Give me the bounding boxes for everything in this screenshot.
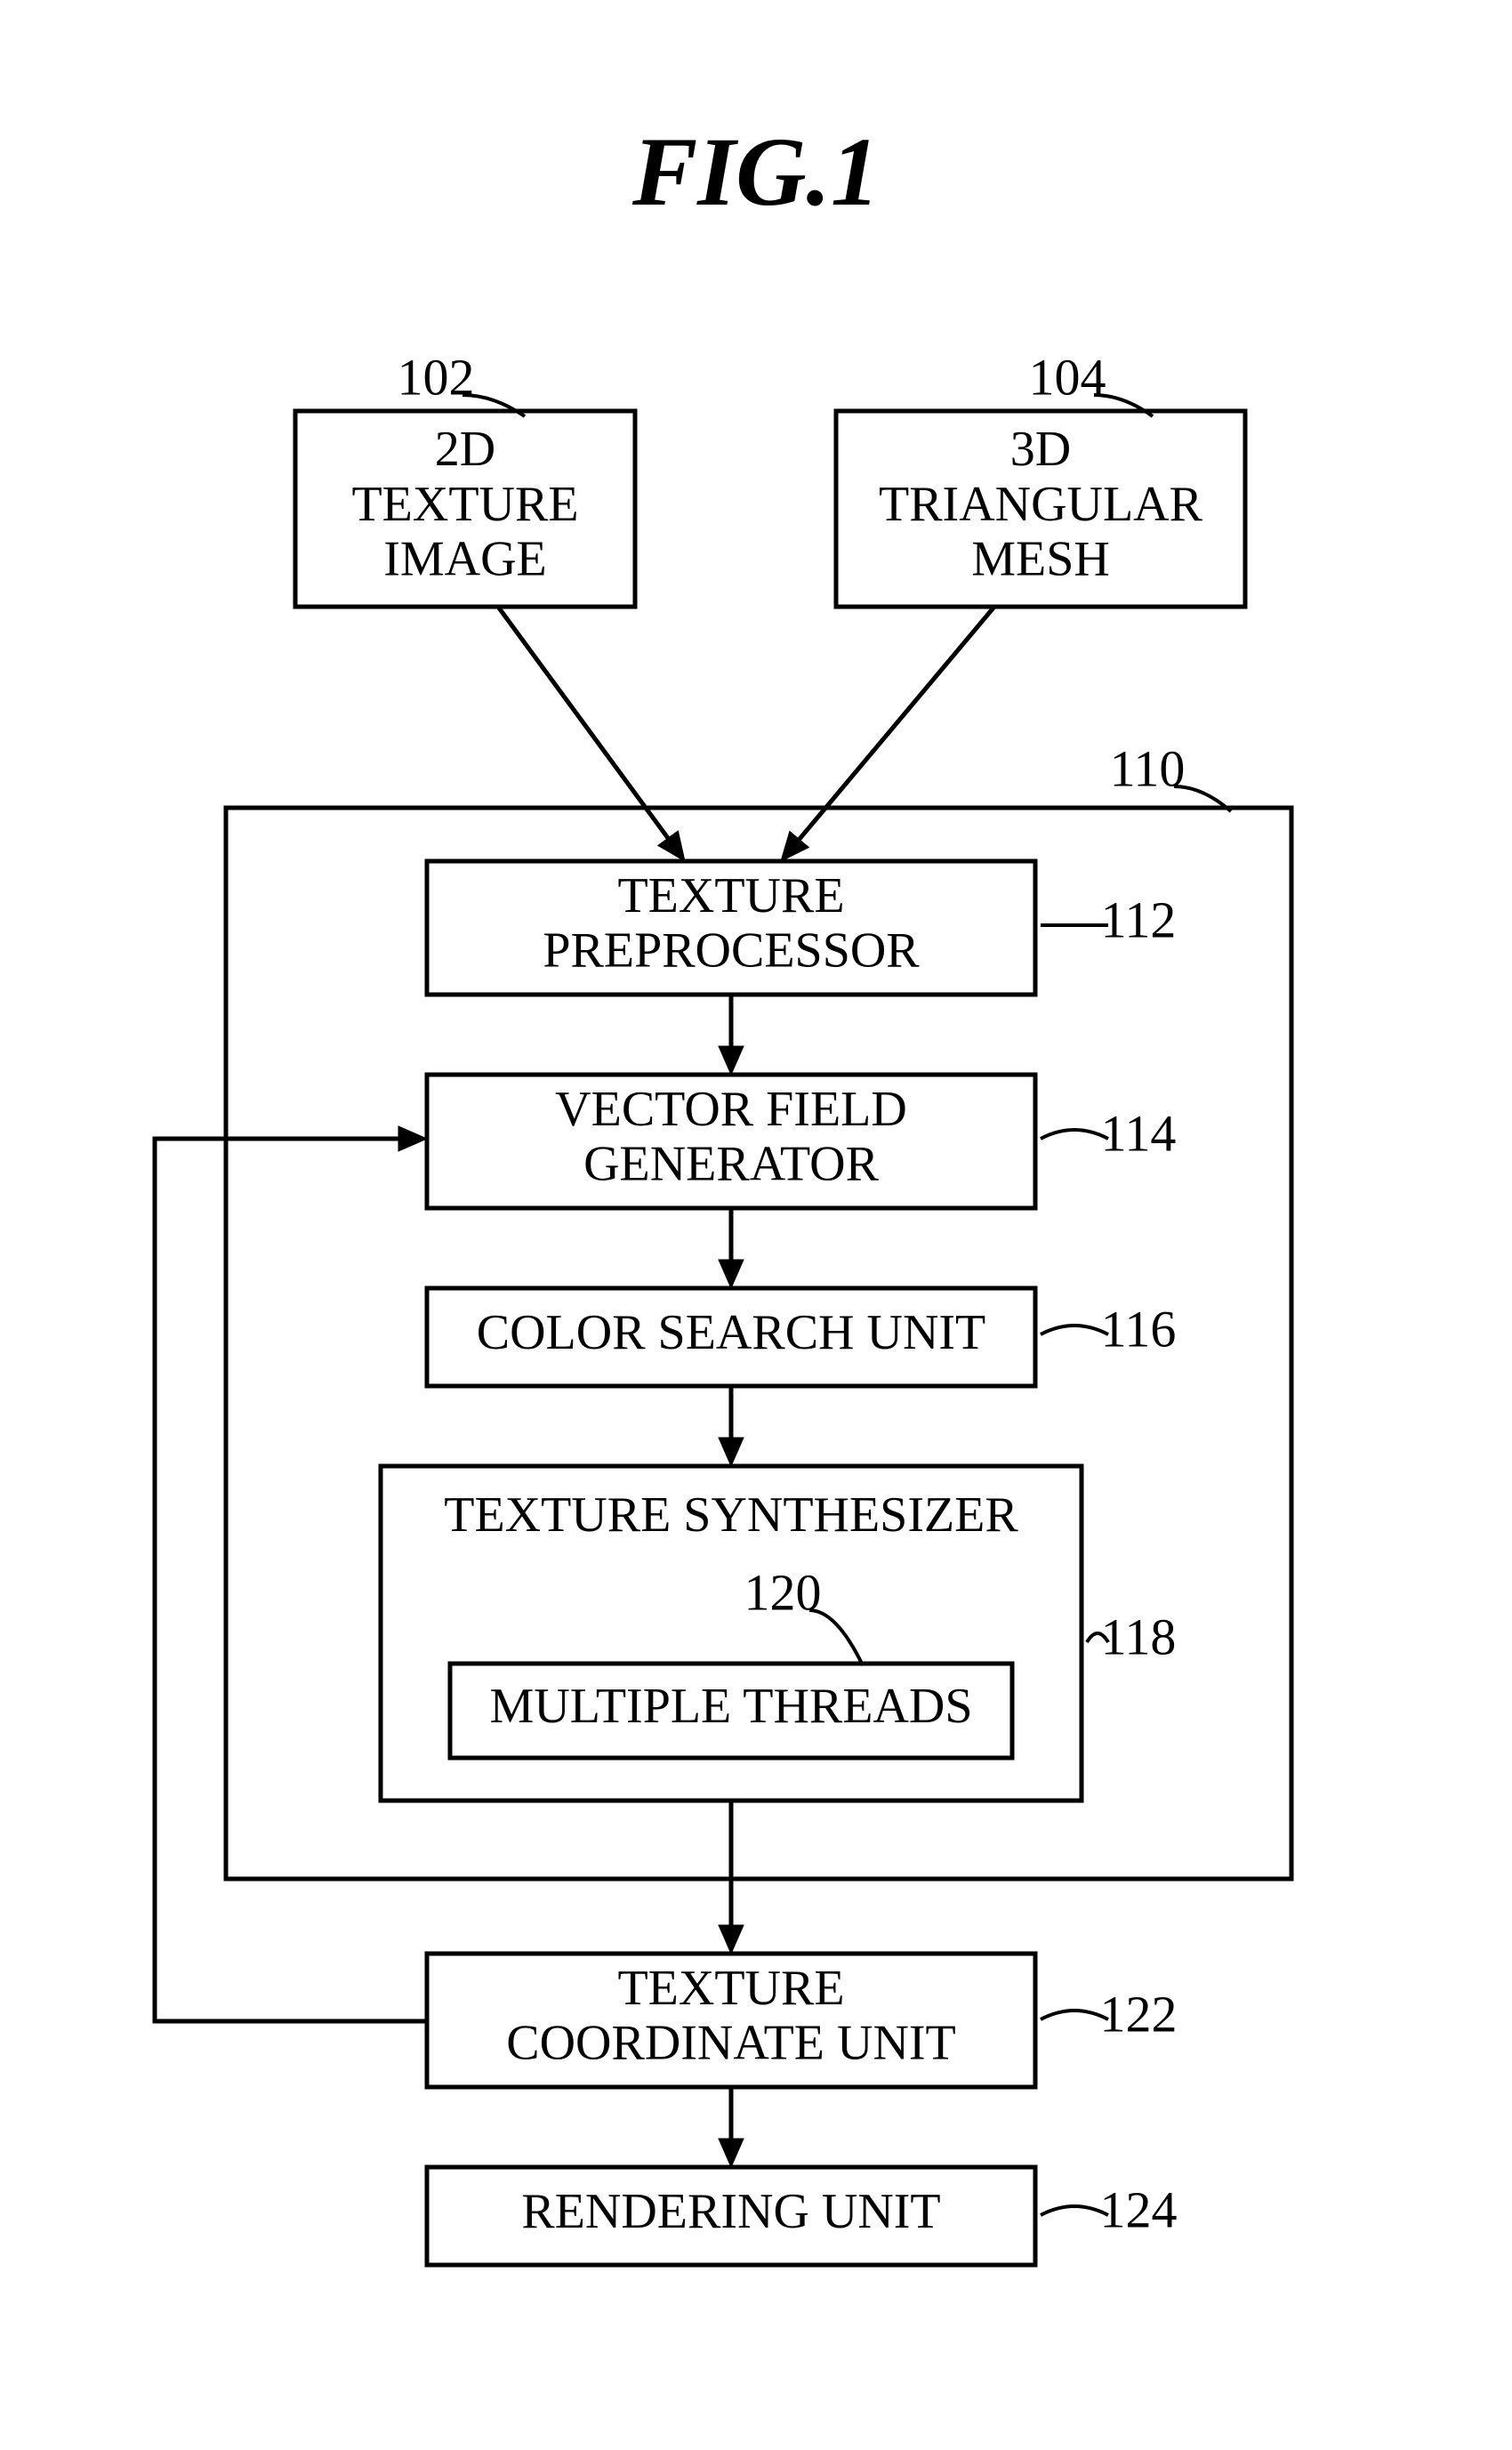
svg-text:FIG.1: FIG.1: [631, 117, 880, 226]
svg-text:104: 104: [1029, 348, 1106, 406]
svg-text:TEXTURE: TEXTURE: [351, 477, 578, 532]
svg-text:TEXTURE: TEXTURE: [617, 1961, 844, 2016]
svg-text:110: 110: [1110, 739, 1186, 797]
svg-text:116: 116: [1101, 1300, 1177, 1358]
svg-text:VECTOR FIELD: VECTOR FIELD: [555, 1082, 907, 1137]
svg-text:IMAGE: IMAGE: [383, 531, 547, 586]
svg-text:2D: 2D: [435, 422, 495, 477]
svg-text:118: 118: [1101, 1608, 1177, 1665]
svg-text:PREPROCESSOR: PREPROCESSOR: [543, 923, 920, 979]
svg-text:MULTIPLE THREADS: MULTIPLE THREADS: [490, 1679, 973, 1734]
svg-text:122: 122: [1100, 1985, 1178, 2043]
svg-text:120: 120: [744, 1563, 822, 1621]
svg-text:124: 124: [1100, 2180, 1178, 2238]
figure-1-diagram: FIG.11102DTEXTUREIMAGE1023DTRIANGULARMES…: [0, 0, 1512, 2450]
svg-text:3D: 3D: [1010, 422, 1071, 477]
svg-text:MESH: MESH: [971, 531, 1110, 586]
svg-text:114: 114: [1101, 1104, 1177, 1162]
svg-text:TEXTURE SYNTHESIZER: TEXTURE SYNTHESIZER: [444, 1487, 1018, 1543]
svg-text:TEXTURE: TEXTURE: [617, 868, 844, 923]
svg-text:GENERATOR: GENERATOR: [583, 1137, 880, 1192]
svg-text:RENDERING UNIT: RENDERING UNIT: [521, 2184, 940, 2239]
svg-text:112: 112: [1101, 891, 1177, 948]
svg-text:COLOR SEARCH UNIT: COLOR SEARCH UNIT: [477, 1305, 985, 1360]
svg-text:TRIANGULAR: TRIANGULAR: [879, 477, 1203, 532]
svg-text:102: 102: [398, 348, 475, 406]
svg-text:COORDINATE UNIT: COORDINATE UNIT: [506, 2016, 956, 2071]
